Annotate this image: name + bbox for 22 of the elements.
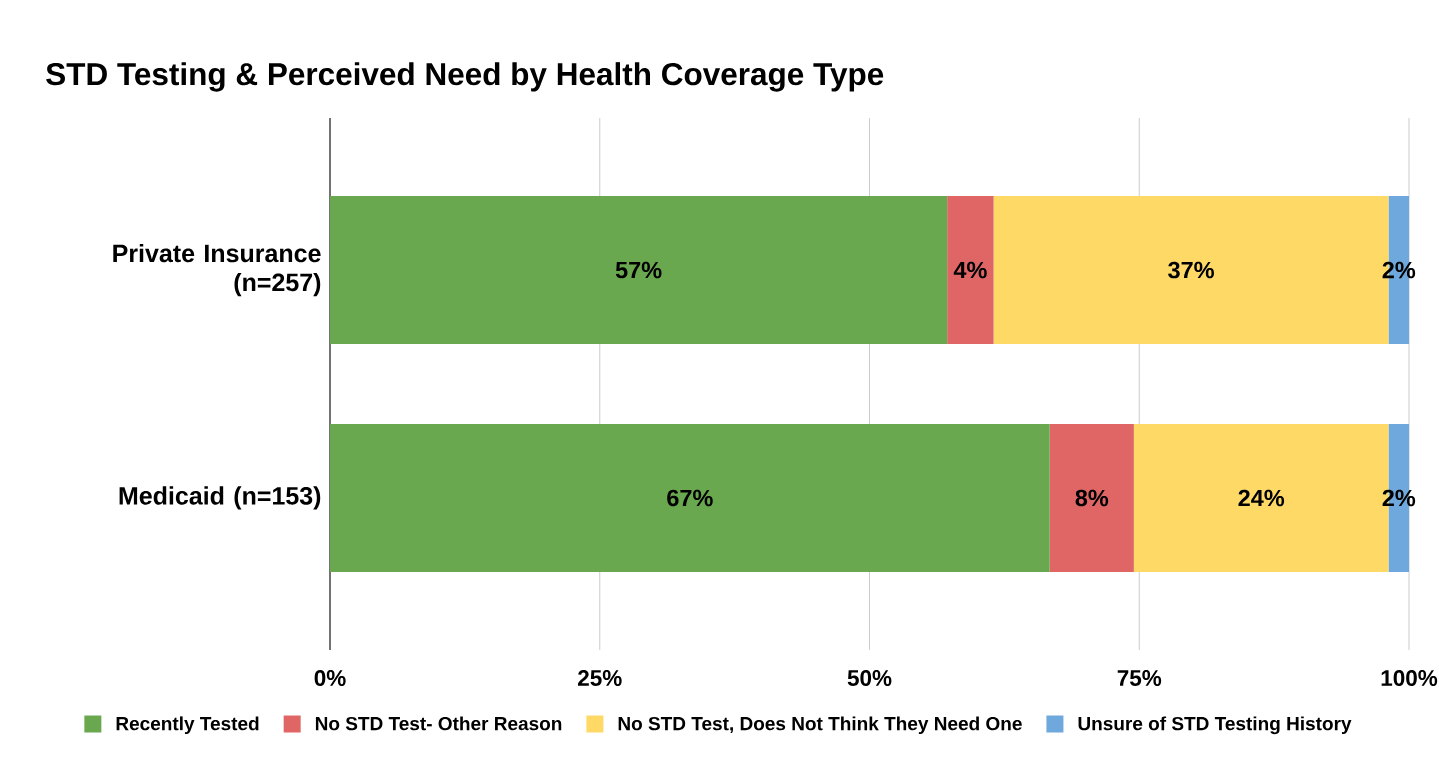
x-tick-label: 0% xyxy=(314,670,346,686)
bar xyxy=(330,196,948,345)
x-tick-label: 50% xyxy=(847,670,892,686)
bar xyxy=(947,196,994,345)
x-tick-label: 75% xyxy=(1117,670,1162,686)
data-label: 8% xyxy=(1075,489,1109,507)
legend-label: No STD Test, Does Not Think They Need One xyxy=(618,716,1022,735)
legend-label: Unsure of STD Testing History xyxy=(1078,716,1352,735)
data-label: 24% xyxy=(1238,489,1285,507)
chart-title: STD Testing & Perceived Need by Health Coverage Type xyxy=(46,62,884,92)
bar xyxy=(330,423,1050,572)
data-label: 37% xyxy=(1168,261,1214,279)
legend-label: Recently Tested xyxy=(116,716,259,735)
y-tick-label: Private Insurance (n=257) xyxy=(113,243,321,297)
legend-label: No STD Test- Other Reason xyxy=(315,716,562,731)
data-label: 4% xyxy=(953,261,987,279)
data-label: 67% xyxy=(667,489,713,507)
y-tick-label: Medicaid (n=153) xyxy=(119,486,321,510)
bar xyxy=(1049,423,1134,572)
x-tick-label: 100% xyxy=(1381,670,1438,686)
data-label: 57% xyxy=(615,261,662,279)
x-tick-label: 25% xyxy=(578,670,622,686)
